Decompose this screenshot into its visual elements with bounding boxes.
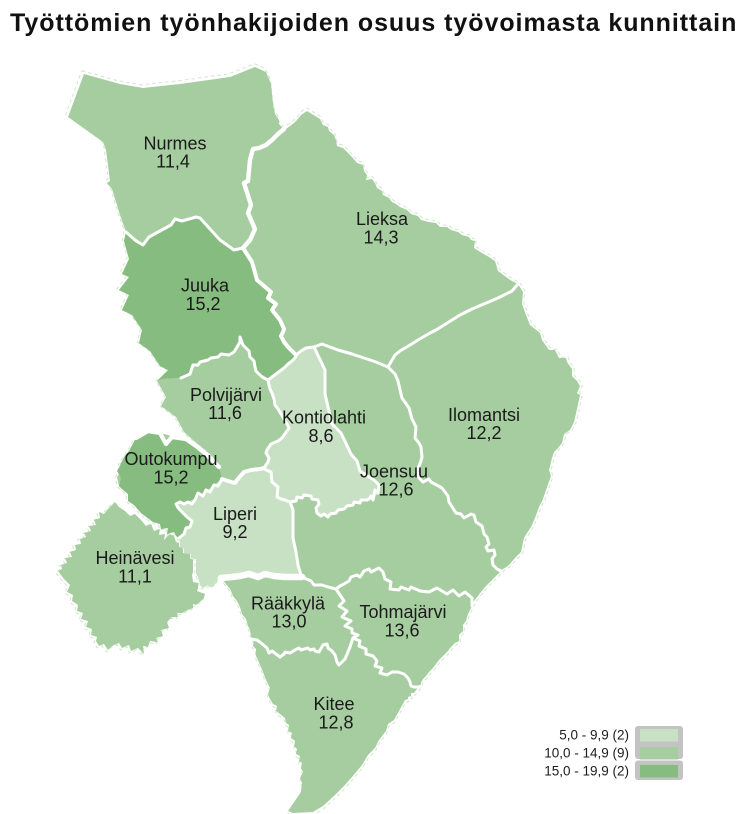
svg-text:Kitee: Kitee bbox=[313, 694, 354, 714]
svg-text:12,2: 12,2 bbox=[466, 423, 501, 443]
svg-text:12,6: 12,6 bbox=[378, 480, 413, 500]
svg-text:Ilomantsi: Ilomantsi bbox=[448, 405, 520, 425]
svg-text:13,0: 13,0 bbox=[271, 612, 306, 632]
svg-text:Juuka: Juuka bbox=[181, 276, 230, 296]
svg-text:Lieksa: Lieksa bbox=[356, 209, 409, 229]
svg-text:Nurmes: Nurmes bbox=[143, 133, 206, 153]
svg-text:12,8: 12,8 bbox=[318, 712, 353, 732]
svg-text:11,1: 11,1 bbox=[118, 566, 152, 586]
svg-text:Rääkkylä: Rääkkylä bbox=[251, 593, 326, 613]
svg-text:Heinävesi: Heinävesi bbox=[95, 548, 174, 568]
svg-text:Tohmajärvi: Tohmajärvi bbox=[359, 602, 446, 622]
svg-text:15,2: 15,2 bbox=[153, 468, 188, 488]
svg-text:11,6: 11,6 bbox=[208, 403, 242, 423]
svg-text:13,6: 13,6 bbox=[384, 620, 419, 640]
svg-text:8,6: 8,6 bbox=[308, 426, 333, 446]
svg-text:Liperi: Liperi bbox=[213, 504, 257, 524]
svg-text:Kontiolahti: Kontiolahti bbox=[282, 408, 366, 428]
svg-text:5,0 - 9,9 (2): 5,0 - 9,9 (2) bbox=[559, 728, 629, 743]
svg-text:Outokumpu: Outokumpu bbox=[124, 449, 217, 469]
svg-text:10,0 - 14,9 (9): 10,0 - 14,9 (9) bbox=[544, 746, 629, 761]
svg-text:Joensuu: Joensuu bbox=[360, 461, 428, 481]
svg-text:14,3: 14,3 bbox=[363, 228, 398, 248]
svg-text:15,0 - 19,9 (2): 15,0 - 19,9 (2) bbox=[544, 764, 629, 779]
svg-text:15,2: 15,2 bbox=[185, 294, 220, 314]
svg-text:9,2: 9,2 bbox=[222, 522, 247, 542]
svg-text:11,4: 11,4 bbox=[156, 152, 190, 172]
svg-text:Polvijärvi: Polvijärvi bbox=[190, 385, 262, 405]
